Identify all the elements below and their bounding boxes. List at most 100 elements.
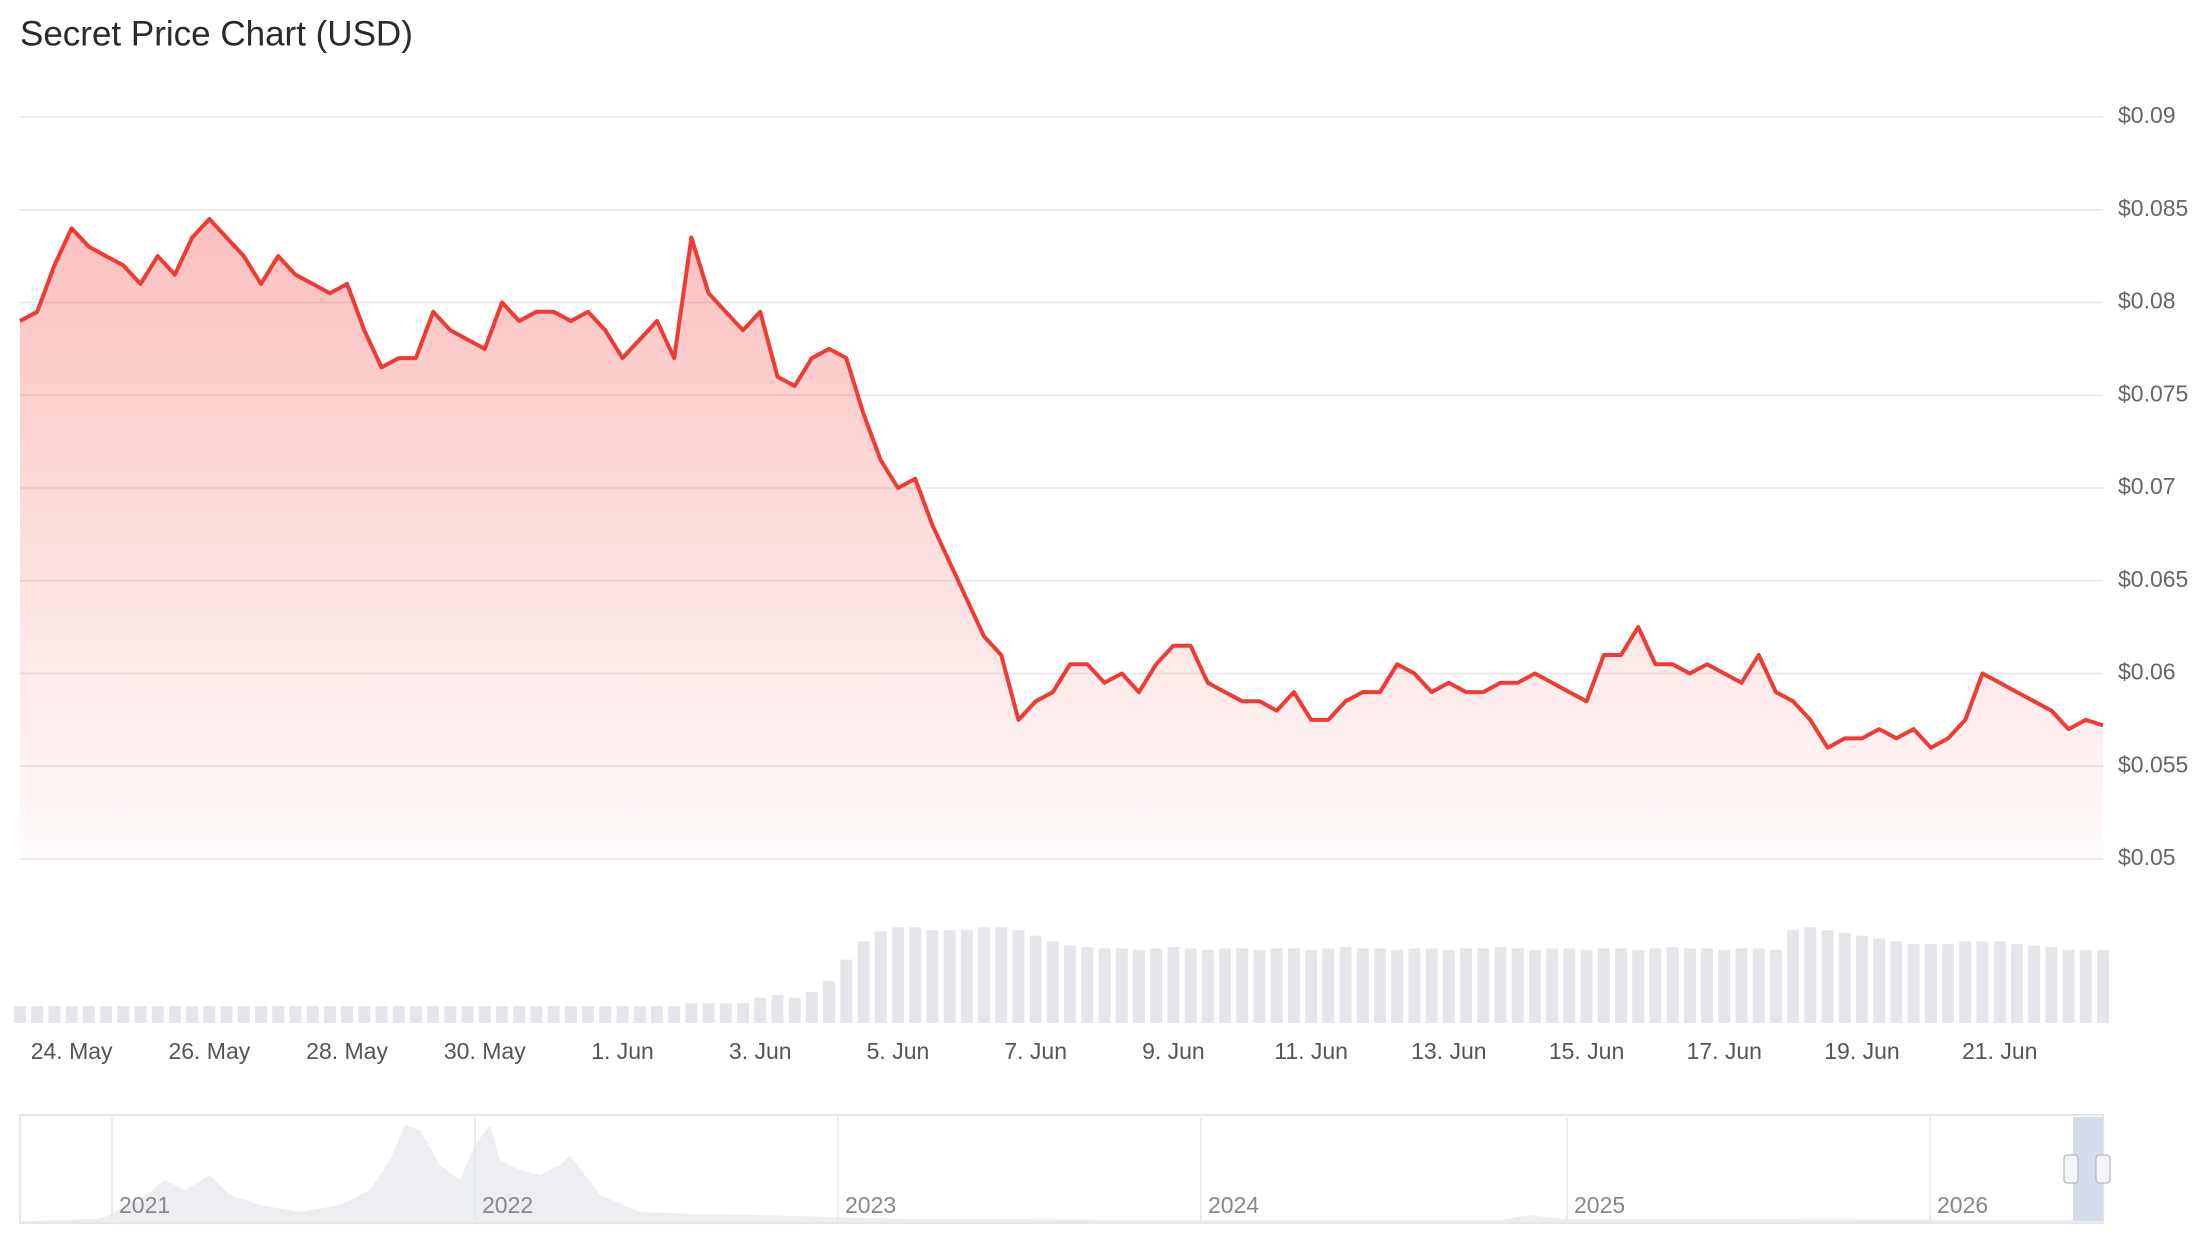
volume-bar [341,1006,354,1023]
volume-bar [1012,930,1025,1023]
volume-bar [1150,948,1163,1023]
volume-bar [599,1006,612,1023]
volume-bar [1890,941,1903,1023]
volume-bar [1993,941,2006,1023]
x-tick-label: 9. Jun [1142,1038,1205,1064]
volume-bar [960,930,973,1023]
volume-bar [168,1006,181,1023]
volume-bar [1821,930,1834,1023]
volume-bar [1253,949,1266,1023]
volume-bar [633,1006,646,1023]
price-line [19,217,2104,750]
volume-bar [306,1006,319,1023]
volume-bar [151,1006,164,1023]
volume-bar [1098,948,1111,1023]
navigator: 2021 2022 2023 2024 2025 2026 [19,1114,2111,1224]
volume-bar [1391,949,1404,1023]
volume-bar [1132,949,1145,1023]
volume-bar [582,1006,595,1023]
volume-bar [289,1006,302,1023]
volume-bar [978,927,991,1023]
volume-bar [2097,949,2109,1023]
volume-bar [1167,947,1180,1023]
volume-bar [461,1006,474,1023]
volume-bar [891,927,904,1023]
volume-bar [1838,932,1851,1023]
volume-bar [840,959,853,1023]
volume-bar [513,1006,526,1023]
volume-bar [1666,947,1679,1023]
navigator-handle[interactable] [2095,1154,2111,1184]
volume-bar [2028,945,2041,1023]
volume-bar [134,1006,147,1023]
x-tick-label: 11. Jun [1274,1038,1348,1064]
y-tick-label: $0.09 [2118,102,2176,128]
x-tick-label: 26. May [168,1038,250,1064]
volume-bar [547,1006,560,1023]
volume-bar [1976,941,1989,1023]
volume-bar [82,1006,95,1023]
volume-bar [1184,948,1197,1023]
volume-bar [1735,948,1748,1023]
volume-bar [478,1006,491,1023]
volume-bar [1615,948,1627,1023]
volume-bar [1287,948,1300,1023]
volume-bar [702,1003,715,1023]
volume-bar [1597,948,1610,1023]
navigator-area [20,1125,2103,1222]
volume-bar [1563,948,1576,1023]
volume-bar [1356,948,1369,1023]
volume-bar [1425,948,1438,1023]
navigator-label: 2023 [845,1192,896,1218]
y-tick-label: $0.085 [2118,195,2188,221]
volume-bar [1115,948,1128,1023]
volume-bar [496,1006,508,1023]
volume-bar [668,1006,681,1023]
volume-bar [771,994,784,1023]
volume-bar [1477,948,1490,1023]
volume-bar [444,1006,457,1023]
volume-bar [2079,949,2092,1023]
volume-bar [737,1003,750,1023]
navigator-handle[interactable] [2063,1154,2079,1184]
volume-bar [1339,947,1352,1023]
volume-bar [1769,949,1782,1023]
volume-bar [65,1006,78,1023]
volume-bar [719,1003,732,1023]
chart-title: Secret Price Chart (USD) [20,14,413,53]
volume-bar [1046,941,1059,1023]
y-tick-label: $0.08 [2118,288,2176,314]
volume-bar [100,1006,113,1023]
volume-bar [203,1006,216,1023]
volume-bar [186,1006,199,1023]
volume-bar [650,1006,663,1023]
volume-bar [1064,945,1077,1023]
volume-bar [1270,948,1283,1023]
volume-bar [272,1006,285,1023]
volume-bar [1924,944,1937,1023]
volume-bar [31,1006,44,1023]
volume-bar [1201,949,1214,1023]
volume-bar [427,1006,440,1023]
volume-bar [1804,927,1817,1023]
volume-bar [926,930,939,1023]
volume-bar [823,980,836,1023]
volume-bar [1305,949,1318,1023]
volume-bar [857,941,870,1023]
y-tick-label: $0.05 [2118,844,2176,870]
volume-bar [874,931,887,1023]
volume-bar [48,1006,61,1023]
volume-bar [392,1006,405,1023]
volume-bar [788,997,801,1023]
volume-bar [1029,935,1042,1023]
volume-bar [14,1006,26,1023]
volume-bar [530,1006,543,1023]
volume-bar [117,1006,130,1023]
volume-bar [943,930,956,1023]
x-tick-label: 30. May [444,1038,526,1064]
volume-bar [1442,949,1455,1023]
volume-bar [1322,948,1335,1023]
volume-bar [1511,948,1524,1023]
volume-bar [1219,948,1232,1023]
navigator-label: 2025 [1574,1192,1625,1218]
